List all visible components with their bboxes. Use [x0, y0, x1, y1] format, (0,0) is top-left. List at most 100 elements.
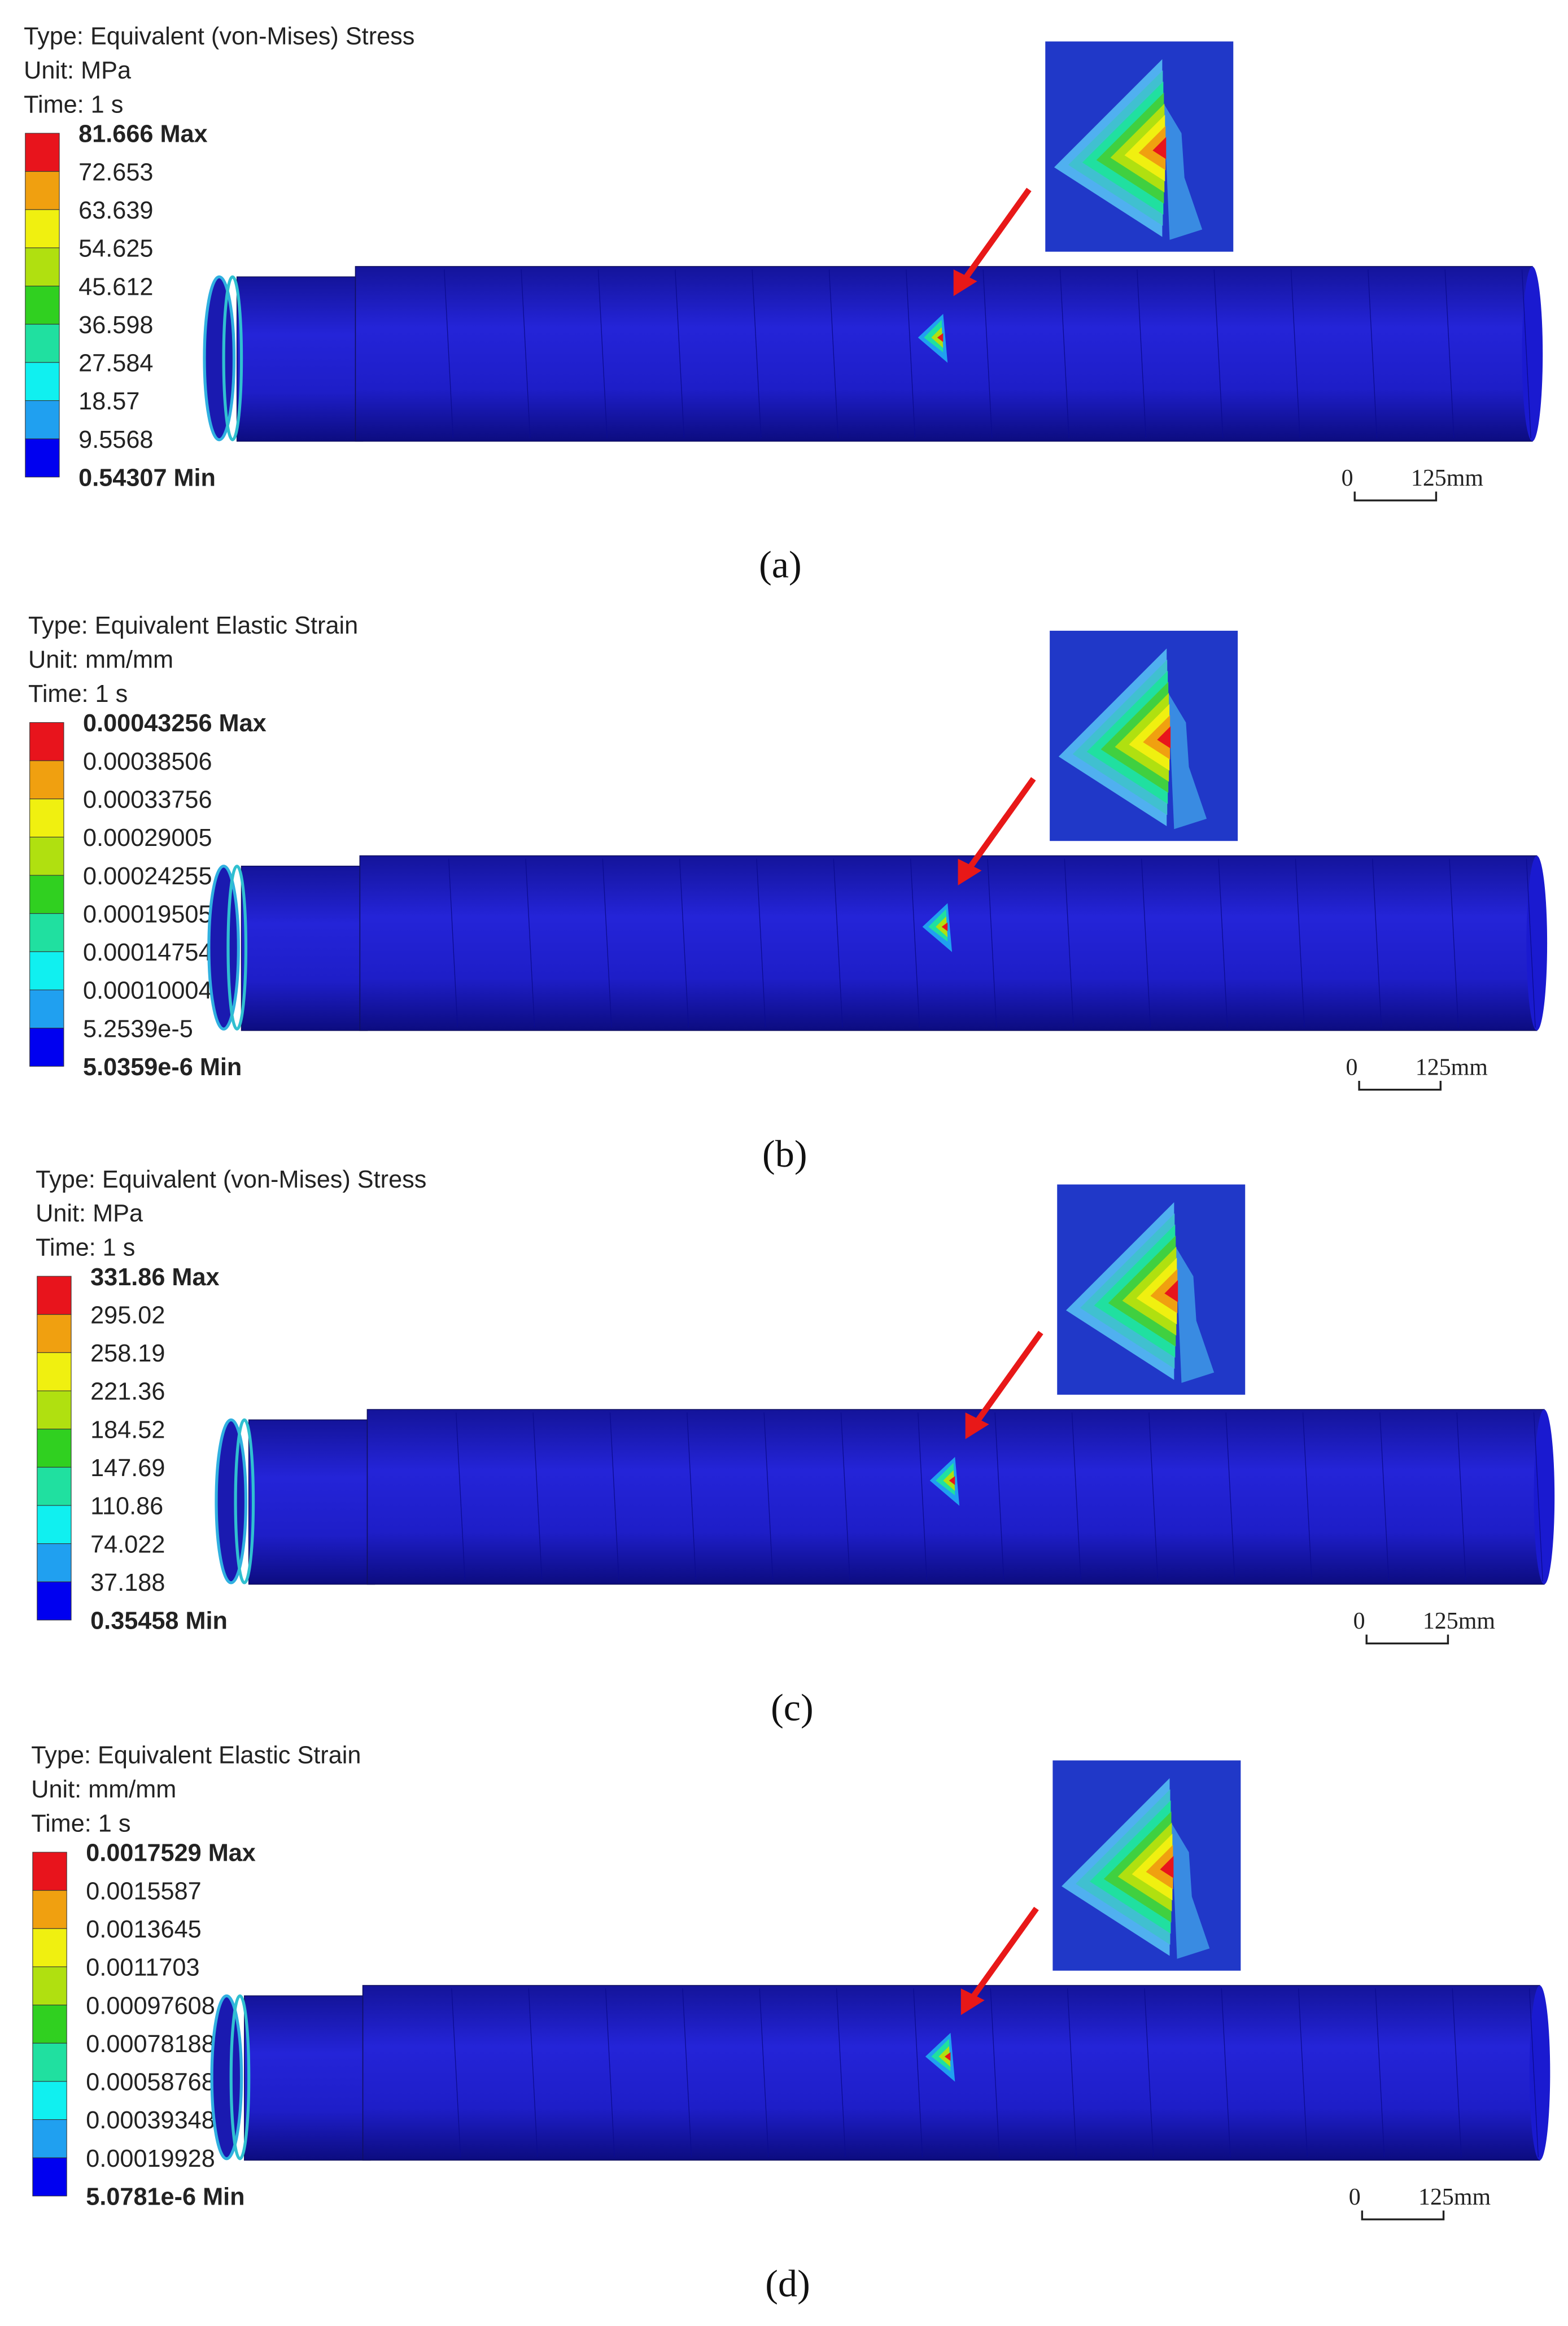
mesh-line — [1375, 1988, 1385, 2158]
mesh-line — [679, 858, 689, 1028]
arrow-head — [958, 858, 982, 885]
mesh-line — [597, 269, 608, 439]
mesh-line — [444, 269, 454, 439]
cylinder-ring — [234, 1418, 255, 1585]
panel: Type: Equivalent Elastic Strain Unit: mm/… — [31, 1742, 1550, 2305]
legend-band — [32, 2005, 67, 2044]
cylinder-end — [1526, 856, 1548, 1031]
cylinder-body — [355, 266, 1533, 442]
result-time: Time: 1 s — [28, 680, 128, 708]
result-time: Time: 1 s — [36, 1234, 135, 1261]
result-time: Time: 1 s — [24, 91, 123, 118]
cylinder-step — [244, 1995, 371, 2161]
caption: (d) — [765, 2262, 810, 2305]
inset-contour — [1138, 125, 1166, 171]
arrow-head — [953, 269, 977, 296]
legend-label: 0.00039348 — [86, 2107, 215, 2134]
panel: Type: Equivalent (von-Mises) Stress Unit:… — [24, 23, 1543, 586]
mesh-line — [990, 1988, 1000, 2158]
legend-label: 0.00024255 — [83, 863, 212, 890]
legend-label: 0.00058768 — [86, 2069, 215, 2096]
legend-band — [29, 913, 64, 952]
legend-label: 27.584 — [78, 350, 153, 377]
cylinder-end — [1529, 1985, 1550, 2161]
mesh-line — [1444, 269, 1455, 439]
caption: (a) — [759, 543, 802, 586]
mesh-line — [1148, 1412, 1159, 1582]
legend-band — [29, 875, 64, 914]
scale-length: 125mm — [1418, 2184, 1491, 2210]
caption: (c) — [771, 1686, 814, 1729]
mesh-line — [521, 269, 531, 439]
mesh-line — [1071, 1412, 1081, 1582]
result-unit: Unit: MPa — [24, 57, 132, 84]
legend-label: 37.188 — [90, 1569, 165, 1596]
cylinder-end — [210, 1994, 243, 2161]
cylinder-end — [1522, 266, 1543, 442]
cylinder-end — [203, 275, 236, 442]
legend-label: 221.36 — [90, 1378, 165, 1406]
legend-label: 74.022 — [90, 1531, 165, 1558]
legend-label: 5.0359e-6 Min — [83, 1054, 242, 1081]
mesh-line — [828, 269, 838, 439]
scale-length: 125mm — [1416, 1054, 1488, 1080]
legend-label: 0.0017529 Max — [86, 1840, 256, 1867]
legend-label: 81.666 Max — [78, 121, 207, 148]
legend-label: 295.02 — [90, 1302, 165, 1329]
legend-band — [37, 1467, 72, 1506]
legend-band — [25, 362, 60, 402]
result-unit: Unit: mm/mm — [28, 646, 173, 673]
legend-band — [29, 989, 64, 1029]
mesh-line — [456, 1412, 466, 1582]
scale-bar — [1361, 2210, 1445, 2220]
legend-label: 9.5568 — [78, 426, 153, 453]
cylinder-end — [1534, 1409, 1555, 1585]
inset-contour — [1164, 1280, 1178, 1302]
mesh-line — [836, 1988, 846, 2158]
legend-band — [32, 1890, 67, 1929]
cylinder-end — [215, 1418, 248, 1585]
hotspot — [936, 916, 948, 937]
inset-contour — [1146, 1844, 1173, 1889]
scale-bar — [1365, 1634, 1449, 1645]
mesh-line — [1295, 858, 1305, 1028]
inset-facet — [1171, 1822, 1210, 1959]
mesh-line — [1521, 269, 1531, 439]
mesh-line — [675, 269, 685, 439]
panel: Type: Equivalent (von-Mises) Stress Unit:… — [36, 1166, 1555, 1729]
legend-label: 36.598 — [78, 312, 153, 339]
legend-label: 184.52 — [90, 1416, 165, 1443]
legend-label: 5.2539e-5 — [83, 1015, 193, 1042]
mesh-line — [1144, 1988, 1154, 2158]
mesh-line — [1302, 1412, 1312, 1582]
legend-band — [29, 760, 64, 800]
legend-label: 0.0015587 — [86, 1878, 201, 1905]
legend-band — [25, 133, 60, 172]
arrow — [975, 1330, 1043, 1424]
legend-label: 0.00029005 — [83, 824, 212, 852]
inset-facet — [1175, 1246, 1215, 1383]
scale-zero: 0 — [1346, 1054, 1358, 1080]
cylinder-step — [241, 866, 368, 1031]
legend-label: 63.639 — [78, 197, 153, 224]
hotspot — [943, 1470, 955, 1491]
result-type: Type: Equivalent (von-Mises) Stress — [24, 23, 414, 50]
mesh-line — [1221, 1988, 1231, 2158]
legend-label: 0.00019928 — [86, 2145, 215, 2172]
mesh-line — [1372, 858, 1382, 1028]
arrow — [967, 777, 1036, 870]
result-type: Type: Equivalent Elastic Strain — [31, 1742, 361, 1769]
arrow-head — [965, 1412, 989, 1439]
legend-band — [37, 1429, 72, 1468]
mesh-line — [1213, 269, 1224, 439]
arrow-head — [960, 1988, 985, 2015]
legend-band — [32, 2043, 67, 2082]
mesh-line — [1528, 1988, 1539, 2158]
mesh-line — [1452, 1988, 1462, 2158]
legend-band — [32, 2119, 67, 2158]
legend-label: 0.00010004 — [83, 977, 212, 1005]
legend-label: 0.35458 Min — [90, 1608, 228, 1635]
legend-band — [32, 1852, 67, 1891]
legend-band — [25, 286, 60, 325]
legend-label: 0.54307 Min — [78, 465, 216, 492]
